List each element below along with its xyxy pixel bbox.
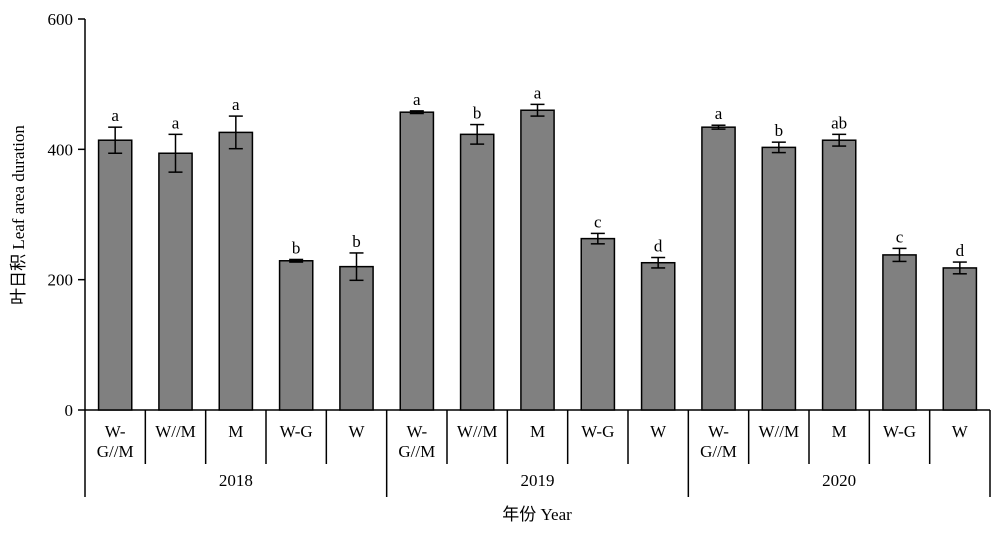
y-tick-label: 0 (65, 401, 74, 420)
year-label: 2018 (219, 471, 253, 490)
x-axis-label: 年份 Year (502, 505, 572, 524)
significance-letter: a (413, 90, 421, 109)
category-label: W- (708, 422, 729, 441)
bar (158, 152, 193, 411)
bar (399, 111, 435, 411)
y-tick-label: 400 (48, 140, 74, 159)
x-category-labels: W-G//MW//M M W-G W W-G//MW//M M W-G W W-G//MW//M… (97, 422, 969, 490)
significance-letter: a (172, 113, 180, 132)
category-label: W (348, 422, 365, 441)
bar (942, 267, 978, 411)
bar (459, 133, 495, 411)
category-label: G//M (97, 442, 134, 461)
bar (339, 265, 374, 411)
bar (761, 146, 797, 411)
y-tick-label: 200 (48, 271, 74, 290)
y-tick-label: 600 (48, 10, 74, 29)
significance-letter: b (352, 232, 361, 251)
category-label: W- (105, 422, 126, 441)
significance-letter: c (594, 212, 602, 231)
significance-letter: b (775, 121, 784, 140)
significance-letter: b (473, 104, 482, 123)
bar (97, 139, 133, 411)
category-label: M (530, 422, 545, 441)
category-label: W//M (759, 422, 800, 441)
category-label: W (952, 422, 969, 441)
category-label: W- (406, 422, 427, 441)
bar (701, 126, 736, 411)
bar (882, 254, 917, 411)
category-label: M (832, 422, 847, 441)
category-label: W//M (155, 422, 196, 441)
significance-letter: d (654, 237, 663, 256)
significance-letter: ab (831, 113, 847, 132)
category-label: W (650, 422, 667, 441)
significance-letter: a (111, 106, 119, 125)
category-label: G//M (700, 442, 737, 461)
y-axis-label: 叶日积 Leaf area duration (9, 125, 28, 305)
year-label: 2019 (521, 471, 555, 490)
significance-letter: d (956, 241, 965, 260)
bar (520, 109, 555, 411)
significance-letter: a (534, 83, 542, 102)
bar (580, 237, 616, 411)
category-label: W-G (581, 422, 614, 441)
significance-letter: c (896, 227, 904, 246)
bar (640, 261, 676, 411)
category-label: W//M (457, 422, 498, 441)
bar (821, 139, 857, 411)
category-label: W-G (280, 422, 313, 441)
category-label: W-G (883, 422, 916, 441)
significance-letter: a (232, 95, 240, 114)
category-label: G//M (398, 442, 435, 461)
category-label: M (228, 422, 243, 441)
bar (218, 131, 254, 411)
significance-letter: a (715, 104, 723, 123)
year-label: 2020 (822, 471, 856, 490)
significance-letter: b (292, 238, 301, 257)
bar (278, 260, 314, 411)
